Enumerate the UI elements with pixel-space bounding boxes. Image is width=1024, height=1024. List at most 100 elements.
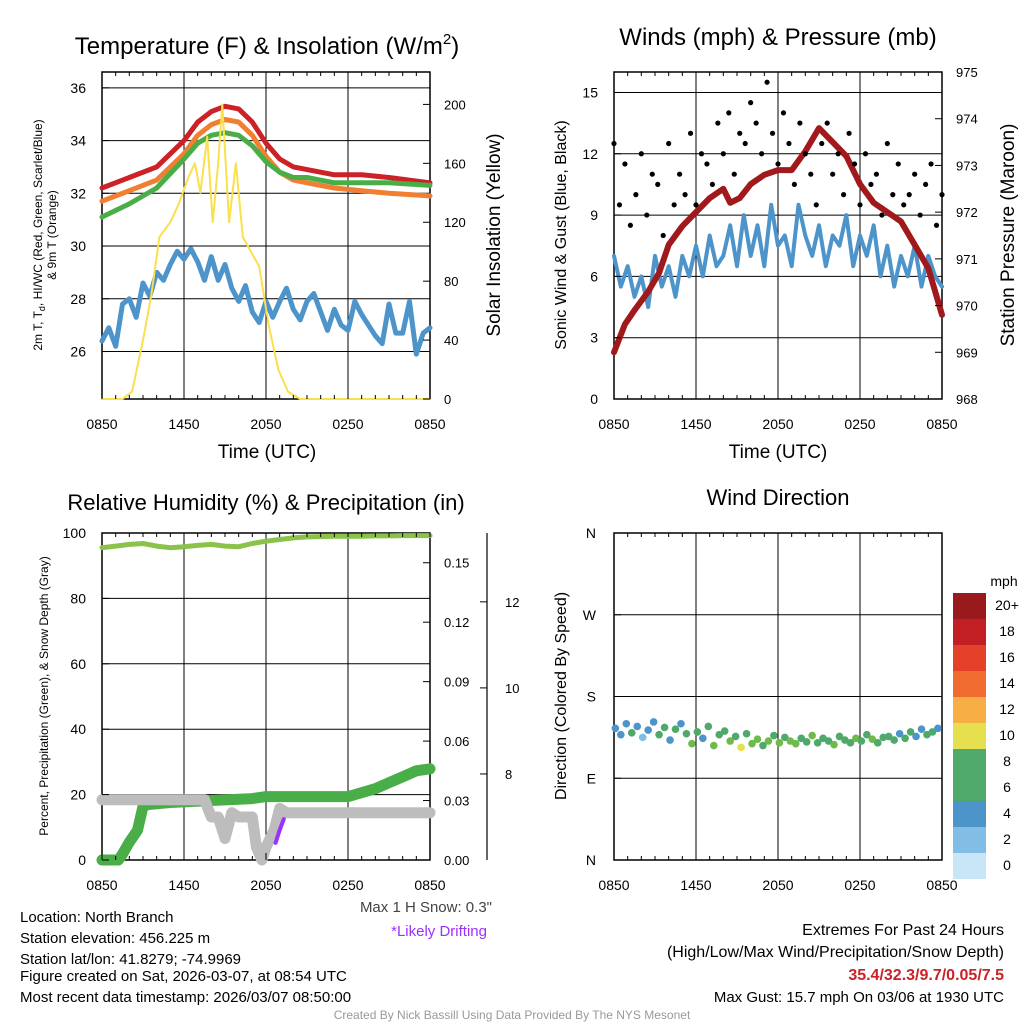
wdir-point [726, 737, 734, 745]
wdir-legend-swatch [953, 775, 986, 801]
temp-ytick-label: 200 [444, 97, 466, 112]
wdir-point [622, 719, 631, 728]
rh-ytick-label: 40 [70, 721, 86, 737]
winds-series-sonic-wind [612, 202, 944, 309]
winds-gust-point [851, 161, 858, 167]
winds-gust-point [906, 192, 912, 198]
winds-ytick-label: 969 [956, 345, 978, 360]
rh-gridlines [102, 533, 430, 860]
wdir-legend-label: 6 [1003, 779, 1011, 795]
winds-xtick-label: 0850 [926, 416, 957, 432]
winds-gust-point [890, 192, 896, 198]
winds-gust-point [720, 151, 726, 157]
wdir-legend-label: 4 [1003, 805, 1011, 821]
wdir-point [655, 730, 663, 739]
winds-gust-point [802, 151, 808, 157]
rh-xtick-label: 2050 [250, 877, 281, 893]
winds-series-group [611, 79, 945, 356]
wdir-point [709, 741, 718, 750]
rh-snow-tick-label: 8 [505, 767, 512, 782]
temp-series-group [99, 103, 433, 400]
rh-ytick-label: 80 [70, 590, 86, 606]
temp-ytick-label: 160 [444, 156, 466, 171]
wdir-point [737, 743, 745, 752]
winds-gust-point [928, 161, 934, 167]
wdir-ytick-label: N [586, 525, 596, 541]
temp-gridlines [102, 72, 430, 399]
winds-ylabel: Sonic Wind & Gust (Blue, Black) [553, 120, 570, 349]
wdir-point [720, 727, 729, 735]
wdir-point [808, 731, 816, 740]
winds-gust-point [677, 171, 683, 177]
winds-axis-ticks: 0850 1450 2050 0250 085003691215968969970971… [582, 65, 977, 432]
winds-ytick-label: 15 [582, 84, 598, 100]
wdir-gridlines [614, 533, 942, 860]
rh-ylabel: Percent, Precipitation (Green), & Snow D… [37, 556, 51, 835]
rh-ytick-label: 0.06 [444, 734, 469, 749]
winds-gust-point [879, 212, 885, 218]
winds-gust-point [682, 192, 688, 198]
temp-ytick-label: 26 [70, 344, 86, 360]
wdir-point [688, 739, 696, 748]
wdir-legend-swatch [953, 619, 986, 645]
temp-panel: Temperature (F) & Insolation (W/m2) 0850… [31, 31, 505, 463]
rh-ytick-label: 0.09 [444, 675, 469, 690]
wdir-point [895, 729, 904, 738]
wdir-point [901, 734, 909, 743]
wdir-point [873, 739, 882, 747]
winds-gust-point [868, 181, 874, 188]
winds-gust-point [857, 202, 863, 208]
temp-xtick-label: 1450 [168, 416, 199, 432]
winds-gust-point [780, 110, 787, 116]
wdir-point [660, 723, 669, 732]
winds-gust-point [764, 79, 770, 85]
rh-axis-ticks: 0850 1450 2050 0250 08500204060801000.000.03… [63, 525, 520, 893]
wdir-ytick-label: E [587, 770, 596, 786]
winds-gust-point [912, 171, 918, 177]
winds-gust-point [769, 130, 776, 136]
winds-gust-point [895, 161, 901, 167]
winds-gust-point [704, 161, 710, 167]
rh-snow-tick-label: 10 [505, 681, 519, 696]
temp-series-insolation [101, 103, 431, 400]
winds-panel: Winds (mph) & Pressure (mb) 0850 1450 2050… [553, 24, 1019, 463]
temp-title: Temperature (F) & Insolation (W/m2) [75, 31, 459, 60]
winds-ytick-label: 975 [956, 65, 978, 80]
wdir-point [775, 739, 784, 747]
wdir-point [934, 724, 942, 733]
rh-ytick-label: 60 [70, 656, 86, 672]
rh-ytick-label: 0.00 [444, 853, 469, 868]
wdir-legend-label: 20+ [995, 597, 1019, 613]
wdir-title: Wind Direction [706, 485, 849, 510]
winds-gust-point [797, 120, 803, 126]
wdir-point [791, 739, 800, 748]
wdir-legend-swatch [953, 671, 986, 697]
winds-xtick-label: 2050 [762, 416, 793, 432]
wdir-point [857, 737, 866, 745]
footer-block: Location: North Branch Station elevation… [20, 899, 1004, 1022]
wdir-ylabel: Direction (Colored By Speed) [553, 592, 570, 800]
rh-title: Relative Humidity (%) & Precipitation (i… [67, 490, 464, 515]
wdir-point [868, 735, 877, 743]
winds-gust-point [933, 222, 940, 228]
wdir-point [731, 732, 740, 741]
wdir-point [890, 736, 898, 744]
wdir-colorbar-legend: 20+ 18 16 14 12 10 8 6 4 2 0 [953, 593, 1019, 879]
winds-gust-point [644, 212, 650, 218]
wdir-point [644, 726, 652, 734]
footer-latlon: Station lat/lon: 41.8279; -74.9969 [20, 951, 241, 968]
winds-ytick-label: 9 [590, 207, 598, 223]
winds-gust-point [775, 161, 781, 167]
winds-gust-point [726, 110, 732, 116]
wdir-legend-label: 16 [999, 649, 1015, 665]
rh-ytick-label: 0 [78, 852, 86, 868]
winds-title: Winds (mph) & Pressure (mb) [619, 24, 936, 51]
wdir-xtick-label: 0850 [926, 877, 957, 893]
footer-extremes-sub: (High/Low/Max Wind/Precipitation/Snow De… [667, 944, 1004, 961]
wdir-point [863, 730, 871, 739]
winds-gust-point [660, 232, 666, 239]
winds-gust-point [841, 192, 847, 198]
winds-ytick-label: 970 [956, 299, 978, 314]
wdir-point [611, 724, 620, 733]
winds-ytick-label: 973 [956, 158, 978, 173]
